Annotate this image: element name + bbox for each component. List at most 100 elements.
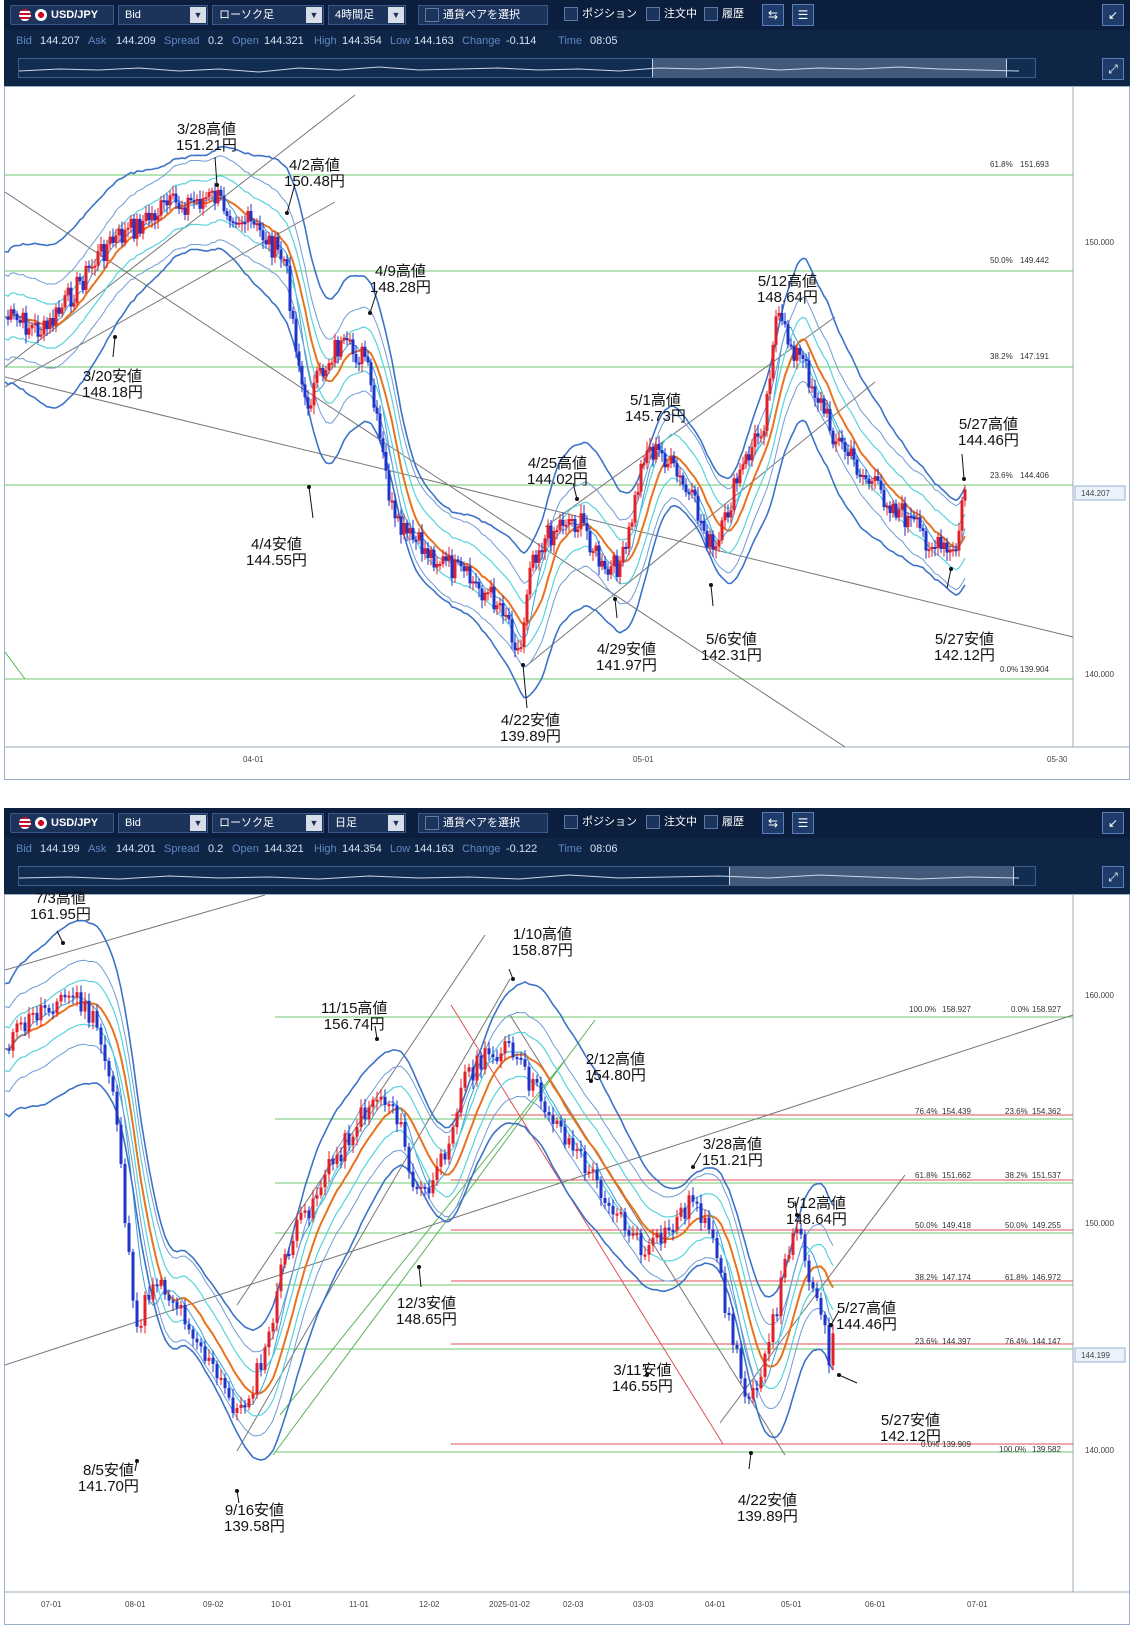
flag-usd-icon (19, 817, 31, 829)
checkbox-icon (646, 7, 660, 22)
indicators-daily (4, 919, 834, 1461)
candlestick-chart-daily[interactable]: 100.0% 158.927 76.4% 154.439 61.8% 151.6… (4, 894, 1129, 1624)
chart-canvas-daily[interactable]: 100.0% 158.927 76.4% 154.439 61.8% 151.6… (4, 894, 1130, 1625)
navigator-track[interactable] (18, 866, 1036, 886)
annotation-label: 5/12高値 148.64円 (757, 273, 818, 306)
annotation-label: 5/12高値 148.64円 (786, 1195, 847, 1228)
navigator-thumb[interactable] (729, 867, 1014, 885)
symbol-label: USD/JPY (51, 9, 99, 21)
fib-lines-green (275, 1016, 1073, 1453)
annotation-label: 5/27安値 142.12円 (934, 631, 995, 664)
candlestick-chart-4h[interactable]: 61.8% 151.693 50.0% 149.442 38.2% 147.19… (4, 87, 1129, 779)
fib-value: 147.174 (942, 1273, 971, 1282)
trendlines (4, 894, 1074, 1456)
fib-label: 23.6% (1005, 1107, 1028, 1116)
price-axis-label: 140.000 (1085, 1446, 1114, 1455)
chart-type-select[interactable]: ローソク足 ▼ (212, 5, 324, 25)
price-type-select[interactable]: Bid ▼ (118, 813, 208, 833)
chart-panel-daily: USD/JPY Bid ▼ ローソク足 ▼ 日足 ▼ 通貨ペアを選択 ポジション 注文… (0, 808, 1134, 1625)
chart-list-icon[interactable]: ☰ (792, 4, 814, 26)
fib-value: 139.909 (942, 1440, 971, 1449)
high-label: High (314, 35, 337, 47)
spread-label: Spread (164, 35, 200, 47)
annotation-label: 3/20安値 148.18円 (82, 368, 143, 401)
fib-lines-red (451, 1114, 1073, 1445)
fib-label: 0.0% (921, 1440, 939, 1449)
collapse-icon[interactable]: ↙ (1102, 812, 1124, 834)
fib-label: 23.6% (915, 1337, 938, 1346)
navigator-track[interactable] (18, 58, 1036, 78)
spread-value: 0.2 (208, 35, 224, 47)
fib-label: 76.4% (915, 1107, 938, 1116)
quote-bar: Bid 144.199 Ask 144.201 Spread 0.2 Open … (4, 838, 1130, 860)
checkbox-icon (564, 7, 578, 22)
history-checkbox[interactable]: 履歴 (704, 813, 754, 833)
fib-label: 38.2% (915, 1273, 938, 1282)
chevron-down-icon: ▼ (306, 815, 322, 831)
expand-icon[interactable]: ⤢ (1102, 58, 1124, 80)
date-axis-label: 04-01 (243, 755, 264, 764)
fib-value: 149.255 (1032, 1221, 1061, 1230)
candles-daily (7, 985, 835, 1421)
chart-canvas-4h[interactable]: 61.8% 151.693 50.0% 149.442 38.2% 147.19… (4, 86, 1130, 780)
fib-label: 23.6% (990, 471, 1013, 480)
symbol-selector[interactable]: USD/JPY (10, 813, 114, 833)
position-checkbox[interactable]: ポジション (564, 5, 644, 25)
orders-checkbox[interactable]: 注文中 (646, 813, 706, 833)
checkbox-icon (564, 815, 578, 830)
low-value: 144.163 (414, 35, 454, 47)
bid-label: Bid (16, 843, 32, 855)
bid-value: 144.207 (40, 35, 80, 47)
price-axis-label: 150.000 (1085, 238, 1114, 247)
fib-value: 144.147 (1032, 1337, 1061, 1346)
expand-icon[interactable]: ⤢ (1102, 866, 1124, 888)
ask-label: Ask (88, 35, 107, 47)
symbol-label: USD/JPY (51, 817, 99, 829)
high-value: 144.354 (342, 35, 382, 47)
chart-settings-icon[interactable]: ⇆ (762, 4, 784, 26)
date-axis-label: 07-01 (41, 1600, 62, 1609)
date-axis-label: 2025-01-02 (489, 1600, 530, 1609)
fib-value: 154.439 (942, 1107, 971, 1116)
orders-checkbox[interactable]: 注文中 (646, 5, 706, 25)
chart-type-select[interactable]: ローソク足 ▼ (212, 813, 324, 833)
fib-value: 158.927 (1032, 1005, 1061, 1014)
chart-list-icon[interactable]: ☰ (792, 812, 814, 834)
navigator-thumb[interactable] (652, 59, 1007, 77)
history-checkbox[interactable]: 履歴 (704, 5, 754, 25)
collapse-icon[interactable]: ↙ (1102, 4, 1124, 26)
fib-label: 100.0% (909, 1005, 936, 1014)
timeframe-select[interactable]: 4時間足 ▼ (328, 5, 406, 25)
fib-value: 144.397 (942, 1337, 971, 1346)
flag-jpy-icon (35, 817, 47, 829)
price-type-select[interactable]: Bid ▼ (118, 5, 208, 25)
fib-value: 151.693 (1020, 160, 1049, 169)
fib-label: 61.8% (990, 160, 1013, 169)
fib-value: 146.972 (1032, 1273, 1061, 1282)
annotation-label: 4/25高値 144.02円 (527, 455, 588, 488)
trendlines-green (272, 1019, 596, 1456)
pair-select-toggle[interactable]: 通貨ペアを選択 (418, 813, 548, 833)
annotation-label: 11/15高値 156.74円 (321, 1000, 388, 1033)
chevron-down-icon: ▼ (190, 7, 206, 23)
annotation-arrows (56, 930, 858, 1504)
chevron-down-icon: ▼ (190, 815, 206, 831)
position-checkbox[interactable]: ポジション (564, 813, 644, 833)
symbol-selector[interactable]: USD/JPY (10, 5, 114, 25)
candles-4h (6, 182, 967, 658)
pair-select-toggle[interactable]: 通貨ペアを選択 (418, 5, 548, 25)
bid-value: 144.199 (40, 843, 80, 855)
checkbox-icon (425, 8, 439, 23)
timeframe-select[interactable]: 日足 ▼ (328, 813, 406, 833)
navigator-sparkline (19, 66, 1020, 73)
open-value: 144.321 (264, 843, 304, 855)
checkbox-icon (704, 815, 718, 830)
fib-label: 100.0% (999, 1445, 1026, 1454)
annotation-label: 3/11安値 146.55円 (612, 1362, 673, 1395)
trendline-red (450, 1004, 724, 1445)
spread-label: Spread (164, 843, 200, 855)
chart-settings-icon[interactable]: ⇆ (762, 812, 784, 834)
indicators-4h (4, 145, 966, 699)
date-axis-label: 02-03 (563, 1600, 584, 1609)
date-axis-label: 03-03 (633, 1600, 654, 1609)
